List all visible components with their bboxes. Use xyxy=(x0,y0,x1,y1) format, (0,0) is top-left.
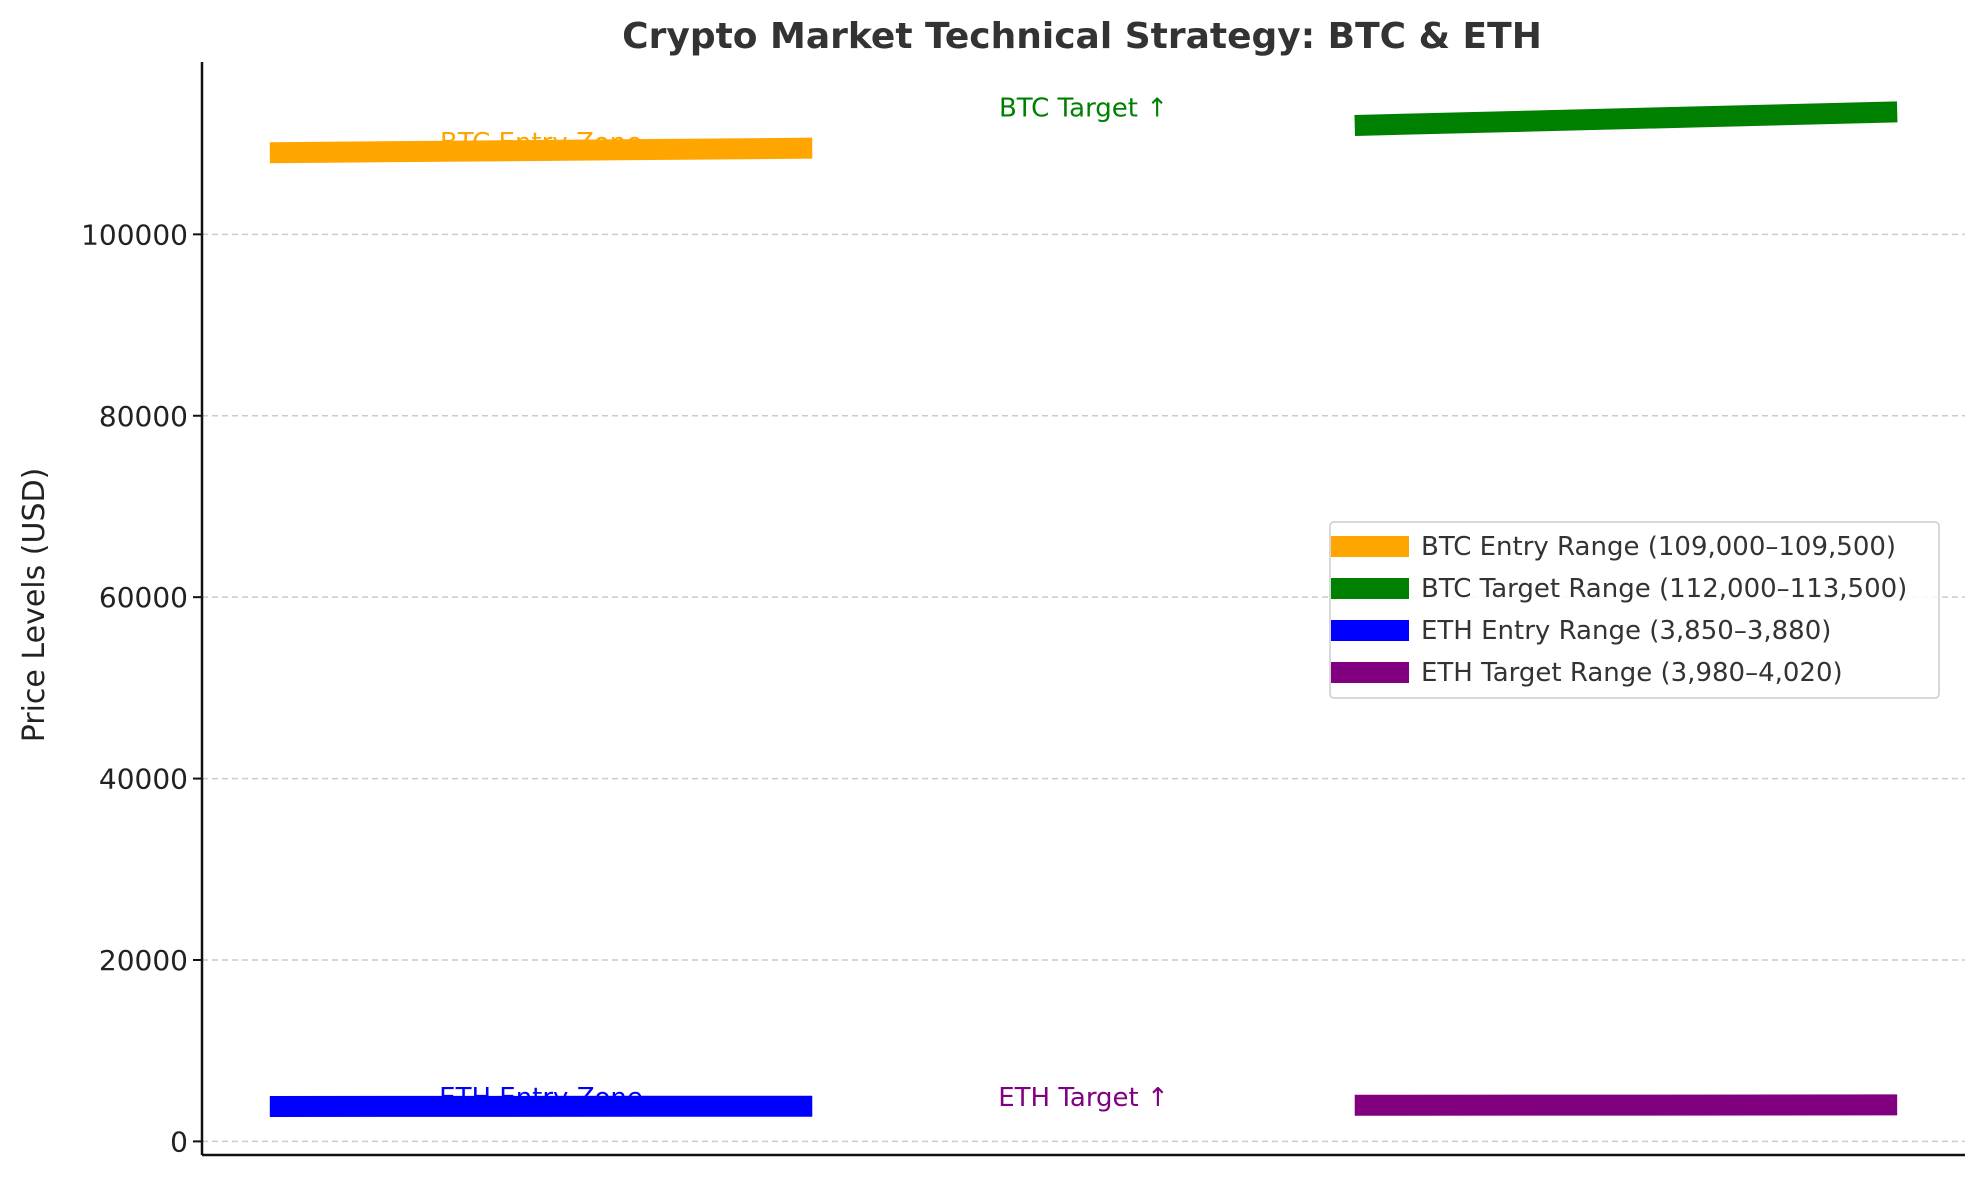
y-tick-label: 60000 xyxy=(99,581,188,614)
eth-target-annotation: ETH Target ↑ xyxy=(998,1083,1169,1113)
y-tick-label: 0 xyxy=(170,1125,188,1158)
legend-swatch xyxy=(1331,662,1409,683)
legend-swatch xyxy=(1331,620,1409,641)
annotation-layer: BTC Entry Zone BTC Target ↑ ETH Entry Zone… xyxy=(439,93,1169,1113)
legend-item-btc-target: BTC Target Range (112,000–113,500) xyxy=(1331,574,1907,604)
axes-layer xyxy=(200,62,1965,1157)
y-axis-label: Price Levels (USD) xyxy=(17,468,52,743)
eth-entry-annotation: ETH Entry Zone xyxy=(439,1083,643,1113)
legend-item-eth-entry: ETH Entry Range (3,850–3,880) xyxy=(1331,616,1831,646)
btc-target-annotation: BTC Target ↑ xyxy=(999,93,1168,123)
btc-entry-line xyxy=(269,137,813,164)
series-layer xyxy=(269,101,1898,1117)
y-tick-label: 100000 xyxy=(81,218,188,251)
legend-swatch xyxy=(1331,578,1409,599)
legend-swatch xyxy=(1331,536,1409,557)
y-tick-label: 20000 xyxy=(99,944,188,977)
btc-entry-annotation: BTC Entry Zone xyxy=(440,128,642,158)
y-tick-label: 40000 xyxy=(99,763,188,796)
legend-box xyxy=(1329,521,1940,699)
legend-item-btc-entry: BTC Entry Range (109,000–109,500) xyxy=(1331,532,1896,562)
legend-label: ETH Target Range (3,980–4,020) xyxy=(1421,658,1843,688)
btc-target-line xyxy=(1354,101,1898,136)
grid-layer xyxy=(202,233,1965,1143)
chart-title: Crypto Market Technical Strategy: BTC & … xyxy=(622,16,1542,57)
y-tick-label: 80000 xyxy=(99,400,188,433)
y-tick-layer: 0 20000 40000 60000 80000 100000 xyxy=(81,218,202,1158)
legend-label: BTC Entry Range (109,000–109,500) xyxy=(1421,532,1896,562)
legend-item-eth-target: ETH Target Range (3,980–4,020) xyxy=(1331,658,1843,688)
legend-label: BTC Target Range (112,000–113,500) xyxy=(1421,574,1907,604)
legend-label: ETH Entry Range (3,850–3,880) xyxy=(1421,616,1831,646)
legend: BTC Entry Range (109,000–109,500) BTC Tar… xyxy=(1329,521,1940,699)
